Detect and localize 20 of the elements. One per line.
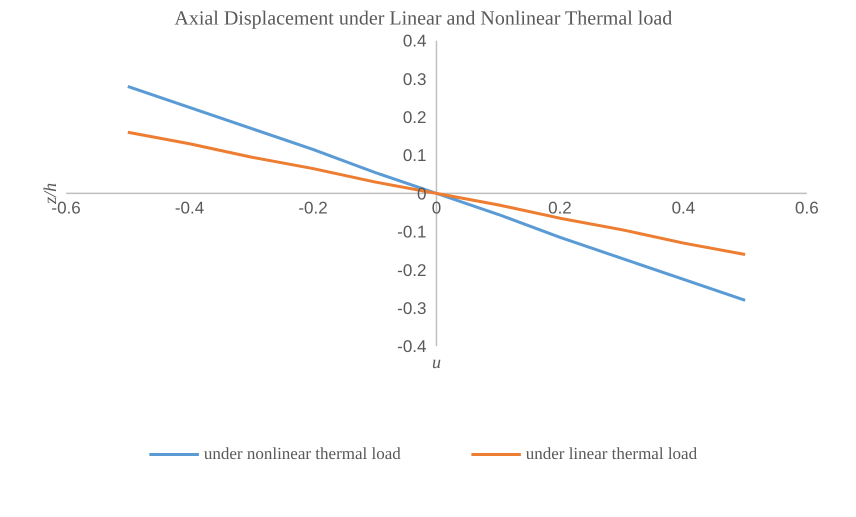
x-tick-label: -0.4	[174, 198, 204, 218]
y-tick-label: -0.2	[397, 260, 426, 280]
line-series	[126, 84, 747, 302]
x-tick-label: 0.2	[548, 198, 572, 218]
y-tick-label: 0.4	[402, 32, 426, 51]
x-tick-label: 0.6	[795, 198, 819, 218]
y-tick-label: -0.3	[397, 298, 426, 318]
legend-label: under linear thermal load	[526, 444, 698, 464]
y-tick-label: -0.1	[397, 222, 426, 242]
y-tick-label: -0.4	[397, 337, 426, 356]
line-series	[126, 130, 747, 256]
legend-label: under nonlinear thermal load	[204, 444, 401, 464]
x-tick-label: -0.2	[298, 198, 328, 218]
y-tick-label: 0.3	[402, 70, 426, 89]
x-tick-label: 0	[432, 198, 442, 218]
y-tick-label: 0.2	[402, 108, 426, 127]
y-tick-label: 0.1	[402, 146, 426, 166]
chart-title: Axial Displacement under Linear and Nonlinear Thermal load	[174, 8, 672, 30]
x-tick-label: 0.4	[672, 198, 696, 218]
x-axis-title: u	[432, 352, 441, 372]
